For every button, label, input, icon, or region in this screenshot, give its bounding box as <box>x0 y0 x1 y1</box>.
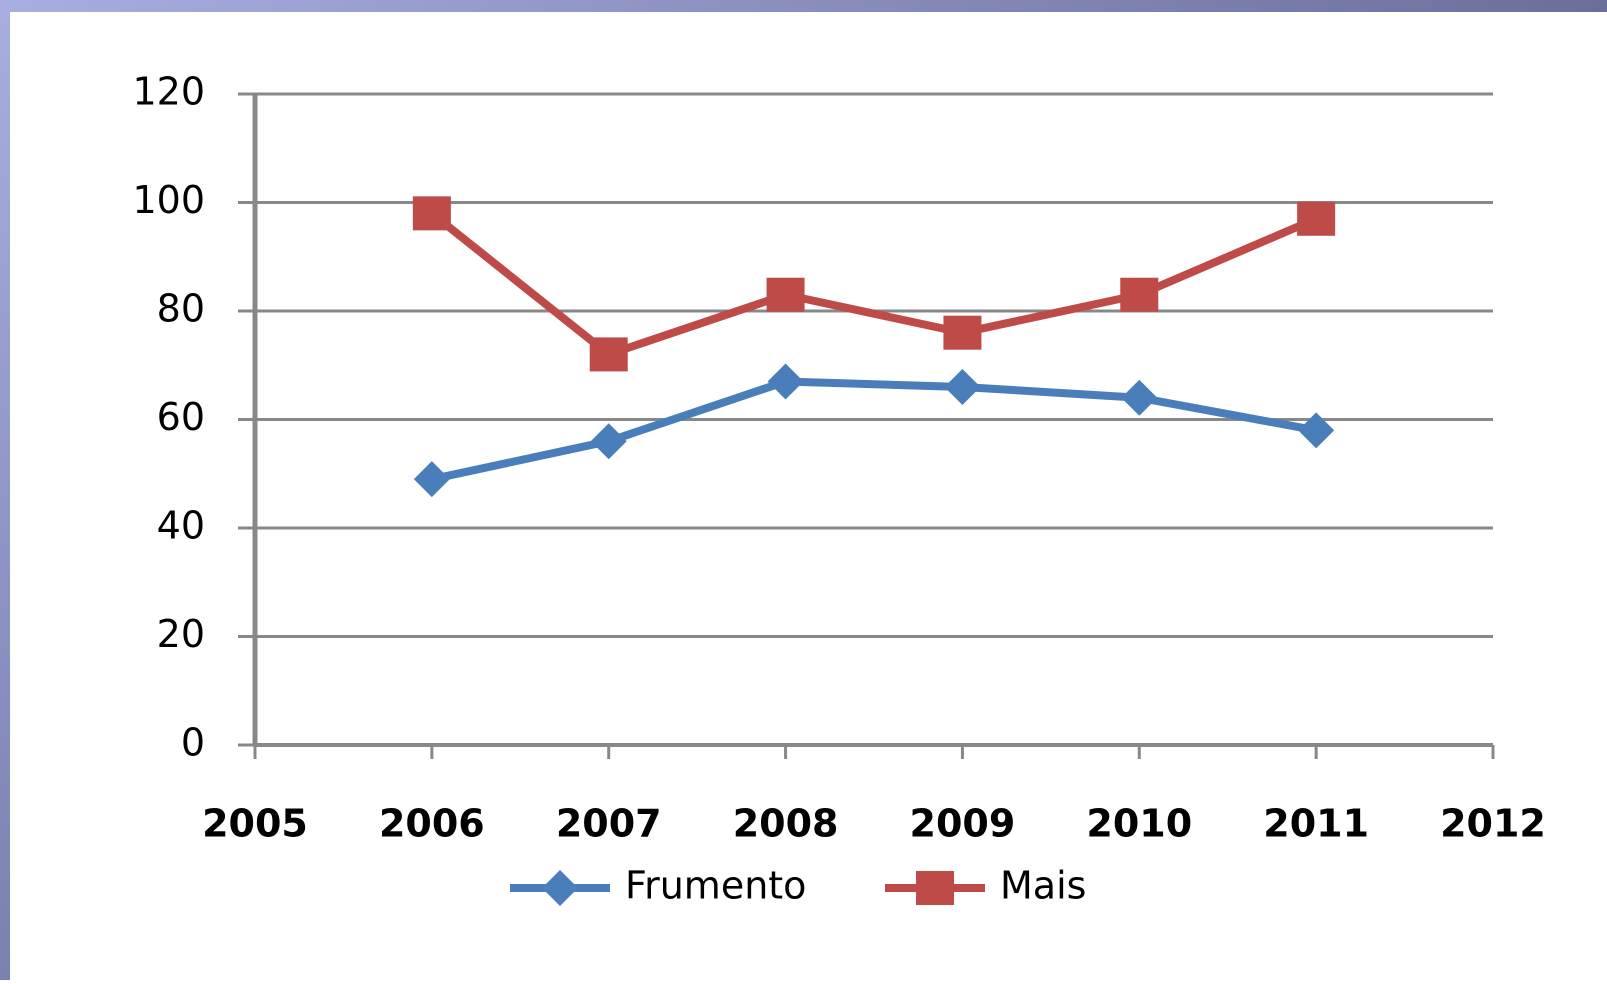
x-tick-label: 2012 <box>1440 802 1546 846</box>
y-tick-label: 20 <box>157 612 205 656</box>
data-point <box>944 368 981 405</box>
y-tick-label: 40 <box>157 504 205 548</box>
x-tick-label: 2005 <box>202 802 308 846</box>
data-point <box>590 423 627 460</box>
data-point <box>1121 379 1158 416</box>
x-tick-label: 2007 <box>556 802 662 846</box>
data-point <box>1298 412 1335 449</box>
legend-label: Mais <box>1000 864 1086 908</box>
x-tick-label: 2011 <box>1263 802 1369 846</box>
y-tick-label: 100 <box>132 178 205 222</box>
x-tick-label: 2009 <box>910 802 1016 846</box>
data-point <box>1297 201 1336 236</box>
y-tick-label: 60 <box>157 395 205 439</box>
data-point <box>589 337 628 372</box>
x-tick-label: 2006 <box>379 802 485 846</box>
frame-top <box>0 0 1607 12</box>
legend-marker <box>916 871 954 905</box>
frame-left <box>0 0 10 980</box>
series-line <box>429 210 1318 359</box>
x-tick-label: 2010 <box>1086 802 1192 846</box>
y-tick-label: 0 <box>181 721 205 765</box>
data-point <box>412 196 451 231</box>
y-tick-label: 80 <box>157 287 205 331</box>
y-tick-label: 120 <box>132 70 205 114</box>
legend-label: Frumento <box>625 864 806 908</box>
data-point <box>943 315 982 350</box>
x-tick-label: 2008 <box>733 802 839 846</box>
series-line <box>431 377 1317 484</box>
data-point <box>413 461 450 498</box>
data-point <box>766 277 805 312</box>
legend-marker <box>542 870 578 906</box>
data-point <box>767 363 804 400</box>
data-point <box>1120 277 1159 312</box>
